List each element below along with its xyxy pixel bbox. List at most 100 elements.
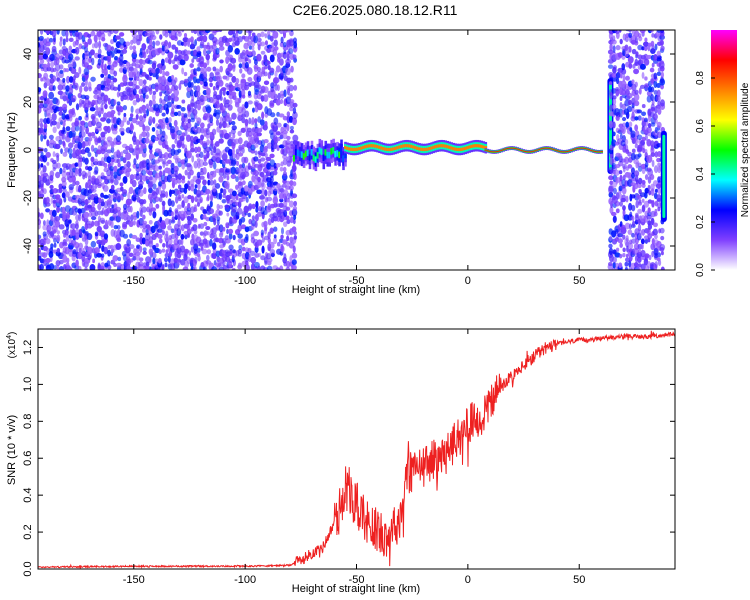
spectrogram-cell	[113, 262, 117, 268]
spectrogram-cell	[647, 207, 651, 214]
spectrogram-cell	[156, 228, 163, 233]
spectrogram-cell	[49, 99, 53, 106]
spectrogram-cell	[155, 187, 160, 195]
spectrogram-cell	[609, 43, 613, 52]
spectrogram-cell	[183, 78, 189, 84]
spectrogram-cell	[87, 100, 91, 105]
spectrogram-cell	[142, 250, 147, 256]
spectrogram-cell	[78, 66, 82, 75]
spectrogram-cell	[613, 95, 617, 100]
spectrogram-cell	[232, 234, 236, 241]
spectrogram-cell	[196, 253, 201, 258]
spectrogram-cell	[58, 106, 64, 112]
spectrogram-cell	[160, 58, 165, 66]
spectrogram-cell	[38, 127, 45, 134]
spectrogram-cell	[57, 84, 64, 91]
spectrogram-cell	[216, 203, 220, 211]
spectrogram-cell	[288, 185, 294, 191]
spectrogram-cell	[64, 229, 69, 236]
spectrogram-cell	[142, 97, 146, 103]
spectrogram-cell	[236, 167, 243, 173]
spectrogram-cell	[168, 238, 173, 246]
spectrogram-cell	[39, 50, 45, 57]
spectrogram-cell	[100, 262, 106, 269]
spectrogram-cell	[132, 45, 137, 51]
spectrogram-cell	[106, 260, 111, 267]
spectrogram-cell	[236, 207, 243, 215]
y-tick-label: 0.8	[22, 414, 34, 429]
spectrogram-cell	[254, 118, 258, 124]
spectrogram-cell	[78, 98, 83, 106]
spectrogram-cell	[153, 165, 160, 172]
spectrogram-cell	[62, 38, 66, 46]
spectrogram-cell	[145, 103, 150, 110]
spectrogram-cell	[187, 118, 191, 124]
spectrogram-cell	[68, 37, 74, 42]
spectrogram-cell	[263, 220, 268, 227]
spectrogram-cell	[225, 168, 231, 173]
spectrogram-cell	[138, 30, 144, 32]
spectrogram-cell	[634, 124, 639, 132]
spectrogram-cell	[169, 125, 176, 134]
spectrogram-cell	[639, 30, 646, 34]
spectrogram-cell	[106, 125, 111, 134]
spectrogram-cell	[97, 203, 102, 211]
spectrogram-cell	[126, 120, 131, 126]
spectrogram-cell	[55, 152, 60, 158]
spectrogram-cell	[280, 227, 285, 235]
spectrogram-cell	[85, 112, 89, 118]
spectrogram-cell	[292, 107, 297, 114]
spectrogram-cell	[214, 140, 220, 147]
spectrogram-cell	[179, 59, 186, 66]
spectrogram-cell	[209, 232, 215, 239]
spectrogram-cell	[74, 194, 81, 199]
x-tick-label: -100	[234, 574, 256, 586]
spectrogram-cell	[137, 189, 144, 197]
spectrogram-cell	[627, 56, 634, 64]
spectrogram-cell	[624, 144, 629, 152]
spectrogram-cell	[112, 213, 118, 218]
spectrogram-cell	[50, 61, 55, 68]
spectrogram-cell	[625, 121, 630, 128]
spectrogram-cell	[81, 99, 85, 105]
spectrogram-cell	[42, 90, 48, 98]
spectrogram-cell	[208, 208, 215, 215]
spectrogram-cell	[158, 249, 162, 254]
spectrogram-cell	[237, 35, 243, 43]
spectrogram-cell	[86, 65, 93, 70]
spectrogram-cell	[121, 189, 128, 195]
spectrogram-cell	[55, 70, 59, 78]
spectrogram-cell	[177, 158, 182, 163]
spectrogram-cell	[128, 220, 134, 228]
spectrogram-cell	[235, 176, 239, 183]
spectrogram-cell	[38, 162, 41, 170]
spectrogram-cell	[84, 172, 88, 179]
spectrogram-cell	[206, 204, 210, 210]
spectrogram-cell	[241, 103, 245, 111]
spectrogram-cell	[148, 257, 152, 264]
spectrogram-cell	[238, 152, 244, 157]
y-tick-label: 20	[22, 96, 34, 108]
spectrogram-cell	[195, 90, 201, 98]
spectrogram-cell	[164, 262, 168, 268]
spectrogram-cell	[103, 94, 109, 102]
spectrogram-cell	[216, 216, 221, 222]
spectrogram-cell	[641, 103, 646, 109]
snr-y-ticks: 0.0 0.2 0.4 0.6 0.8 1.0 1.2	[22, 340, 675, 577]
spectrogram-cell	[209, 114, 213, 120]
spectrogram-cell	[292, 37, 297, 44]
spectrogram-cell	[100, 73, 105, 78]
spectrogram-cell	[91, 57, 95, 66]
spectrogram-cell	[100, 58, 105, 64]
spectrogram-cell	[43, 147, 48, 153]
spectrogram-cell	[54, 52, 61, 61]
spectrogram-cell	[145, 175, 150, 182]
spectrogram-cell	[59, 36, 63, 42]
spectrogram-cell	[170, 233, 176, 240]
spectrogram-cell	[130, 105, 134, 114]
spectrogram-cell	[173, 96, 179, 102]
spectrogram-cell	[59, 94, 64, 100]
spectrogram-cell	[189, 89, 194, 97]
spectrogram-cell	[107, 97, 111, 105]
